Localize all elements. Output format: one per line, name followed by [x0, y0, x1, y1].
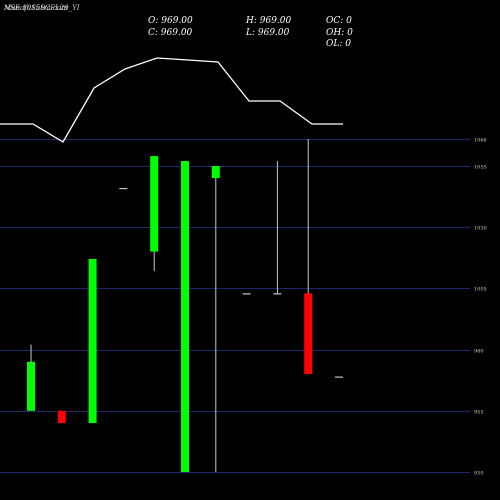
candle	[150, 156, 159, 272]
grid-lines	[0, 139, 470, 473]
candles-layer	[27, 139, 343, 473]
candle	[273, 161, 282, 295]
candle	[181, 161, 189, 473]
candle	[88, 258, 97, 424]
y-tick-label: 955	[474, 410, 484, 416]
candle	[211, 165, 220, 472]
candle-body	[27, 361, 35, 411]
chart-title-line-1: MunafaSutra.com	[3, 4, 68, 12]
candle	[57, 410, 66, 424]
ohlc-close: C: 969.00	[148, 28, 193, 38]
ohlc-open: O: 969.00	[148, 16, 193, 26]
ohlc-oh: OH: 0	[326, 28, 353, 38]
overlay-line-layer	[0, 57, 343, 143]
candle-body	[119, 187, 128, 190]
candle-body	[273, 293, 282, 295]
candle-body	[150, 156, 159, 252]
y-tick-label: 1055	[474, 165, 487, 171]
y-tick-label: 930	[474, 471, 484, 477]
y-tick-label: 1005	[474, 287, 487, 293]
candle-body	[242, 293, 251, 295]
candle	[304, 139, 313, 375]
candle-body	[211, 165, 220, 179]
y-tick-label: 1030	[474, 226, 487, 232]
ohlc-oc: OC: 0	[326, 16, 352, 26]
chart-title-line-2: NSE 1015SCFL29_YI	[3, 4, 80, 12]
candle-body	[57, 410, 66, 424]
candle-body	[181, 161, 189, 473]
overlay-line	[0, 57, 343, 143]
candle-body	[88, 258, 97, 424]
candle	[335, 376, 343, 378]
y-axis-ticks: 930 955 980 1005 1030 1055 1066	[474, 138, 487, 477]
candle-body	[304, 293, 313, 375]
ohlc-ol: OL: 0	[326, 39, 351, 49]
ohlc-high: H: 969.00	[245, 16, 292, 26]
candle	[119, 187, 128, 190]
y-tick-label: 1066	[474, 138, 487, 144]
candle	[27, 344, 35, 411]
ohlc-low: L: 969.00	[245, 28, 290, 38]
y-tick-label: 980	[474, 349, 484, 355]
candle-body	[335, 376, 343, 378]
candle	[242, 293, 251, 295]
